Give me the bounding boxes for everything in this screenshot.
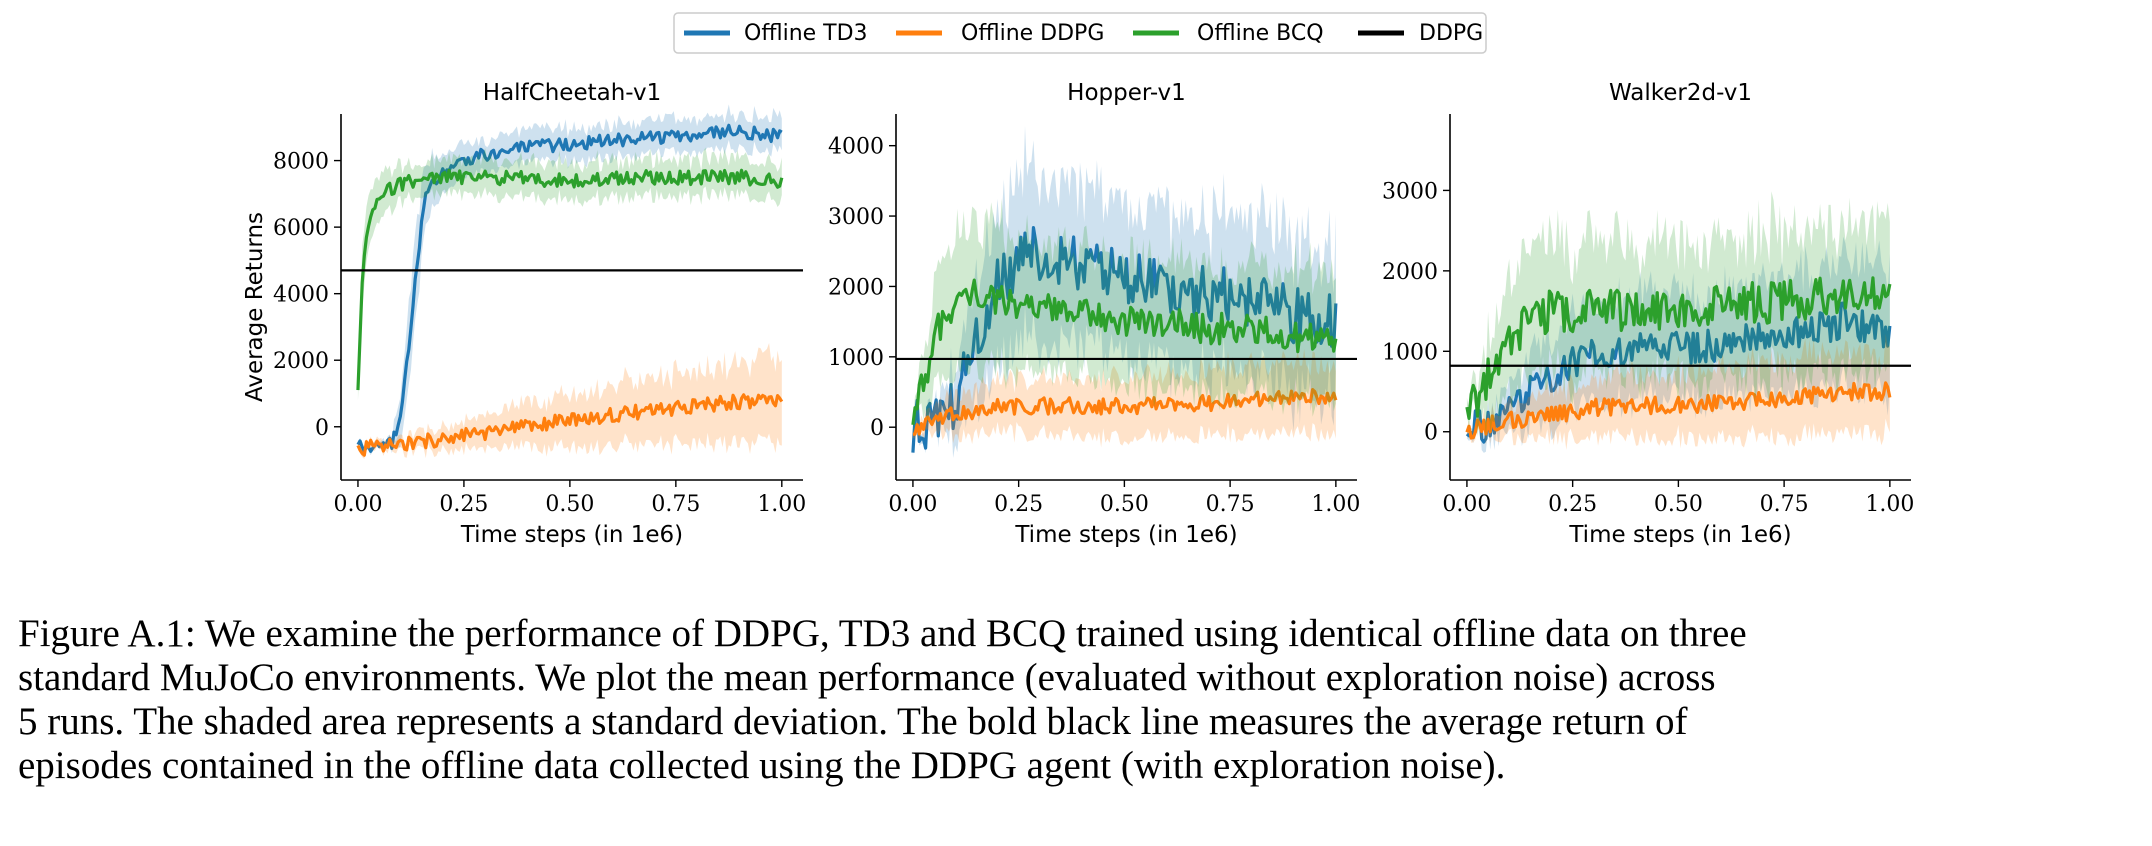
mean-line-offline-ddpg [912,387,1338,436]
x-tick-label: 0.25 [1548,492,1597,517]
y-axis-label: Average Returns [242,212,268,402]
y-tick-label: 1000 [828,346,884,371]
mean-line-offline-td3 [911,225,1338,453]
x-axis-label: Time steps (in 1e6) [1014,522,1237,548]
y-tick-label: 4000 [273,283,329,308]
x-tick-label: 1.00 [757,492,806,517]
legend-label-offline-bcq: Offline BCQ [1197,21,1324,46]
x-tick-label: 0.25 [439,492,488,517]
x-tick-label: 0.50 [1100,492,1149,517]
chart-panel-halfcheetah-v1: HalfCheetah-v1 0.00 0.25 0.50 0.75 1.00 0 2000 4… [242,80,806,548]
caption-line-2: standard MuJoCo environments. We plot th… [18,656,1716,699]
mean-line-offline-td3 [356,123,783,453]
x-tick-label: 0.00 [1442,492,1491,517]
y-tick-label: 2000 [828,275,884,300]
x-axis-label: Time steps (in 1e6) [1568,522,1791,548]
y-tick-label: 0 [315,416,329,441]
panel-title: Hopper-v1 [1067,80,1186,106]
legend: Offline TD3 Offline DDPG Offline BCQ DDP… [673,12,1487,54]
panel-title: Walker2d-v1 [1609,80,1752,106]
y-tick-label: 2000 [1382,260,1438,285]
y-tick-label: 0 [870,416,884,441]
caption-line-4: episodes contained in the offline data c… [18,744,1506,787]
x-tick-label: 0.50 [545,492,594,517]
std-band-offline-ddpg [912,348,1336,448]
x-tick-label: 1.00 [1311,492,1360,517]
x-tick-label: 0.75 [651,492,700,517]
y-tick-label: 4000 [828,135,884,160]
y-tick-label: 3000 [1382,179,1438,204]
mean-line-offline-bcq [1465,276,1892,420]
y-tick-label: 1000 [1382,340,1438,365]
mean-line-offline-ddpg [356,393,784,457]
legend-label-offline-td3: Offline TD3 [744,21,868,46]
x-tick-label: 0.75 [1760,492,1809,517]
std-band-offline-ddpg [1466,333,1890,450]
std-band-offline-ddpg [357,343,782,459]
x-tick-label: 0.75 [1206,492,1255,517]
figure: Offline TD3 Offline DDPG Offline BCQ DDP… [242,12,1914,548]
x-tick-label: 0.00 [333,492,382,517]
y-tick-label: 8000 [273,150,329,175]
mean-line-offline-td3 [1465,301,1892,444]
mean-line-offline-ddpg [1465,381,1892,440]
y-tick-label: 2000 [273,349,329,374]
chart-panel-walker2d-v1: Walker2d-v1 0.00 0.25 0.50 0.75 1.00 0 1000 2000… [1382,80,1914,548]
mean-line-offline-bcq [356,168,784,391]
legend-frame [673,12,1487,54]
figure-caption: Figure A.1: We examine the performance o… [18,612,2142,788]
x-tick-label: 0.00 [888,492,937,517]
y-tick-label: 6000 [273,216,329,241]
chart-panel-hopper-v1: Hopper-v1 0.00 0.25 0.50 0.75 1.00 0 1000 2000 30… [828,80,1360,548]
caption-line-1: Figure A.1: We examine the performance o… [18,612,1747,655]
caption-line-3: 5 runs. The shaded area represents a sta… [18,700,1688,743]
std-band-offline-td3 [912,126,1336,458]
x-tick-label: 0.50 [1654,492,1703,517]
mean-line-offline-bcq [911,278,1338,425]
x-axis-label: Time steps (in 1e6) [460,522,683,548]
chart-panels: HalfCheetah-v1 0.00 0.25 0.50 0.75 1.00 0 2000 4… [242,80,1914,548]
x-tick-label: 0.25 [994,492,1043,517]
y-tick-label: 3000 [828,205,884,230]
legend-label-offline-ddpg: Offline DDPG [961,21,1104,46]
y-tick-label: 0 [1424,421,1438,446]
legend-label-ddpg: DDPG [1419,21,1483,46]
x-tick-label: 1.00 [1865,492,1914,517]
panel-title: HalfCheetah-v1 [483,80,661,106]
